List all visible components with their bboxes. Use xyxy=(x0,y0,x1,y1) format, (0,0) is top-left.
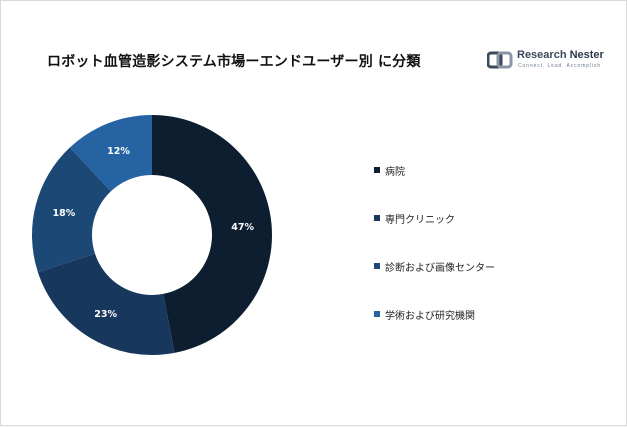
legend-label-1: 病院 xyxy=(385,166,405,178)
donut-slice-2 xyxy=(37,253,175,356)
legend-swatch-4 xyxy=(374,311,380,317)
data-label-4: 12% xyxy=(107,146,130,157)
legend-item-4: 学術および研究機関 xyxy=(374,307,475,322)
legend-item-3: 診断および画像センター xyxy=(374,259,495,274)
chart-title: ロボット血管造影システム市場ーエンドユーザー別 に分類 xyxy=(47,54,421,70)
donut-slice-1 xyxy=(152,115,273,353)
logo-name: Research Nester xyxy=(517,49,604,61)
data-label-1: 47% xyxy=(231,222,254,233)
legend-label-2: 専門クリニック xyxy=(385,214,455,226)
legend-swatch-3 xyxy=(374,263,380,269)
legend-item-2: 専門クリニック xyxy=(374,211,455,226)
research-nester-logo: Research Nester Connect. Lead. Accomplis… xyxy=(487,48,607,74)
donut-slice-4 xyxy=(69,115,152,192)
legend-item-1: 病院 xyxy=(374,163,405,178)
data-label-3: 18% xyxy=(52,208,75,219)
logo-name-part2: Nester xyxy=(569,49,604,61)
chart-legend: 病院専門クリニック診断および画像センター 学術および研究機関 xyxy=(374,1,614,427)
donut-chart: 47% 23% 18% 12% xyxy=(32,115,273,356)
donut-slice-3 xyxy=(32,147,111,273)
legend-swatch-1 xyxy=(374,167,380,173)
legend-label-4: 学術および研究機関 xyxy=(385,310,475,322)
logo-name-part1: Research xyxy=(517,49,570,61)
legend-label-3: 診断および画像センター xyxy=(385,262,495,274)
logo-tagline: Connect. Lead. Accomplish xyxy=(518,63,602,69)
logo-mark-icon xyxy=(487,51,513,69)
legend-swatch-2 xyxy=(374,215,380,221)
data-label-2: 23% xyxy=(94,309,117,320)
